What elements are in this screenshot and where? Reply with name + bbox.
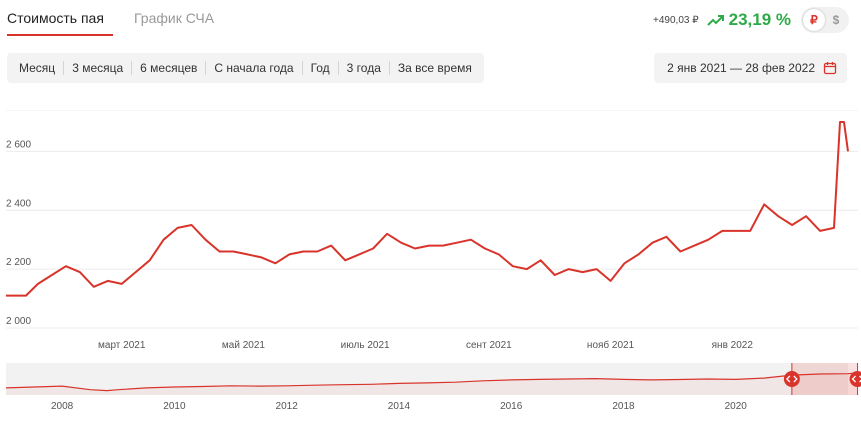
navigator-x-tick-label: 2012: [276, 401, 299, 412]
price-series: [6, 121, 849, 297]
navigator-area: [6, 372, 858, 395]
price-chart[interactable]: 2 000 2 200 2 400 2 600 март 2021 май 2021 ию…: [0, 110, 861, 360]
currency-usd-button[interactable]: $: [832, 13, 840, 27]
navigator-selected-range: [791, 363, 858, 395]
navigator-chart[interactable]: 2008 2010 2012 2014 2016 2018 2020: [0, 359, 861, 429]
navigator-x-axis-labels: 2008 2010 2012 2014 2016 2018 2020: [51, 401, 747, 412]
navigator-selection: [791, 363, 858, 395]
navigator-line: [5, 372, 858, 392]
percent-change: 23,19 %: [728, 10, 791, 29]
x-tick-label: май 2021: [222, 340, 265, 351]
navigator-series: [5, 372, 858, 395]
trend-up-icon: [706, 15, 724, 26]
chart-gridlines: [6, 110, 858, 329]
y-tick-label: 2 200: [6, 257, 31, 268]
x-tick-label: сент 2021: [466, 340, 512, 351]
calendar-icon: [823, 62, 837, 75]
navigator-x-tick-label: 2010: [163, 401, 186, 412]
absolute-change: +490,03 ₽: [653, 14, 699, 26]
navigator-left-handle[interactable]: [783, 371, 800, 387]
navigator-right-handle[interactable]: [849, 371, 861, 387]
handle-arrows-icon: [785, 375, 798, 383]
x-tick-label: июль 2021: [341, 340, 390, 351]
period-ytd[interactable]: С начала года: [206, 61, 303, 75]
tab-nav-chart[interactable]: График СЧА: [134, 10, 215, 26]
tab-share-value[interactable]: Стоимость пая: [7, 10, 104, 26]
period-6-months[interactable]: 6 месяцев: [132, 61, 207, 75]
x-axis-labels: март 2021 май 2021 июль 2021 сент 2021 нояб …: [98, 339, 753, 351]
currency-rub-button[interactable]: ₽: [803, 9, 825, 31]
tab-bar: Стоимость пая График СЧА +490,03 ₽ 23,19…: [0, 0, 861, 40]
period-year[interactable]: Год: [303, 61, 339, 75]
period-all-time[interactable]: За все время: [397, 61, 472, 75]
period-month[interactable]: Месяц: [11, 61, 65, 75]
y-tick-label: 2 000: [6, 316, 31, 327]
date-range-picker[interactable]: 2 янв 2021 — 28 фев 2022: [654, 53, 847, 83]
navigator-x-tick-label: 2014: [388, 401, 411, 412]
x-tick-label: март 2021: [98, 340, 146, 351]
return-summary: +490,03 ₽ 23,19 % ₽ $: [653, 6, 849, 34]
x-tick-label: янв 2022: [712, 340, 754, 351]
y-axis-labels: 2 000 2 200 2 400 2 600: [6, 139, 31, 327]
price-line: [6, 121, 849, 297]
active-tab-underline: [7, 34, 113, 36]
y-tick-label: 2 600: [6, 139, 31, 150]
period-3-years[interactable]: 3 года: [339, 61, 390, 75]
navigator-x-tick-label: 2008: [51, 401, 74, 412]
period-selector: Месяц 3 месяца 6 месяцев С начала года Г…: [7, 53, 484, 83]
navigator-x-tick-label: 2016: [500, 401, 523, 412]
date-range-text: 2 янв 2021 — 28 фев 2022: [667, 61, 815, 75]
x-tick-label: нояб 2021: [587, 339, 635, 351]
navigator-x-tick-label: 2020: [725, 401, 748, 412]
y-tick-label: 2 400: [6, 198, 31, 209]
period-3-months[interactable]: 3 месяца: [64, 61, 133, 75]
navigator-x-tick-label: 2018: [612, 401, 635, 412]
currency-toggle[interactable]: ₽ $: [801, 7, 849, 33]
